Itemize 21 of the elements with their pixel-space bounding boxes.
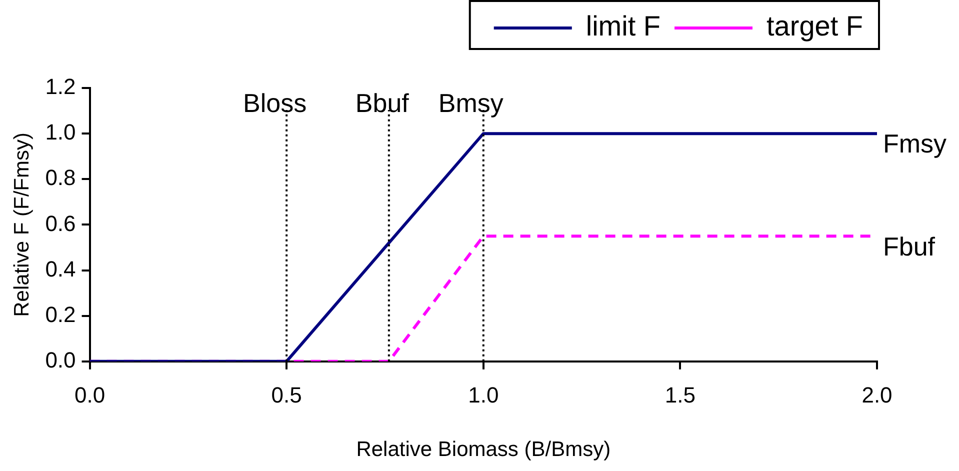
- annotation: Fbuf: [883, 231, 936, 262]
- x-tick-label: 1.0: [468, 382, 499, 408]
- ref-line-label: Bmsy: [438, 88, 504, 118]
- ref-line-label: Bloss: [243, 88, 307, 118]
- y-tick-label: 0.4: [45, 256, 76, 282]
- legend-label: limit F: [586, 10, 661, 42]
- x-tick-label: 1.5: [664, 382, 696, 408]
- y-tick-label: 1.0: [45, 120, 76, 145]
- y-tick-label: 0.0: [45, 347, 76, 372]
- y-tick-label: 0.8: [45, 165, 76, 190]
- ref-line-label: Bbuf: [355, 88, 410, 118]
- y-axis-title: Relative F (F/Fmsy): [10, 132, 34, 317]
- legend-label: target F: [766, 10, 863, 42]
- x-tick-label: 0.0: [74, 382, 106, 408]
- annotation: Fmsy: [883, 128, 947, 159]
- y-tick-label: 1.2: [45, 74, 76, 100]
- x-tick-label: 0.5: [271, 382, 302, 408]
- y-tick-label: 0.6: [45, 210, 76, 236]
- y-tick-label: 0.2: [45, 302, 76, 327]
- x-axis-title: Relative Biomass (B/Bmsy): [356, 438, 611, 462]
- x-tick-label: 2.0: [862, 382, 892, 408]
